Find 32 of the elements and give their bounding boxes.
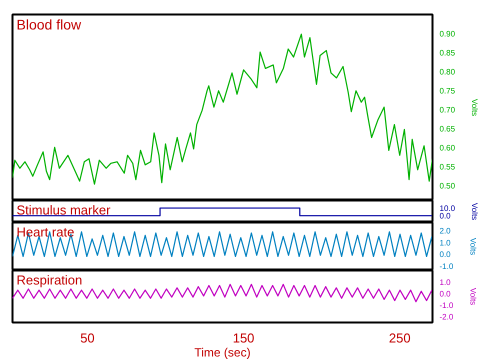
y-tick-label: 0.85	[440, 48, 456, 58]
x-tick-label: 250	[388, 330, 411, 346]
y-tick-label: 0.70	[440, 105, 456, 114]
y-tick-label: 0.55	[440, 162, 456, 172]
y-tick-label: 0.80	[440, 67, 456, 76]
y-tick-label: 0.65	[440, 124, 456, 134]
y-tick-label: 2.0	[440, 226, 452, 236]
chart-title: Stimulus marker	[16, 202, 112, 218]
y-tick-label: -1.0	[440, 301, 454, 310]
y-tick-label: -2.0	[440, 312, 454, 322]
y-tick-label: -1.0	[440, 262, 454, 271]
y-tick-label: 0.0	[440, 290, 452, 299]
chart-title: Respiration	[16, 272, 82, 288]
x-axis-title: Time (sec)	[194, 346, 251, 360]
y-tick-label: 0.60	[440, 143, 456, 152]
y-tick-label: 0.90	[440, 29, 456, 38]
y-tick-label: 0.0	[440, 212, 452, 221]
y-tick-label: 0.75	[440, 86, 456, 96]
y-tick-label: 10.0	[440, 204, 456, 214]
y-tick-label: 0.0	[440, 250, 452, 260]
line-series	[12, 34, 432, 185]
chart-title: Blood flow	[16, 16, 82, 32]
x-tick-label: 150	[232, 330, 254, 346]
chart-title: Heart rate	[16, 224, 74, 240]
y-tick-label: 0.50	[440, 181, 456, 190]
y-axis-title: Volts	[468, 288, 478, 306]
x-tick-label: 50	[80, 330, 95, 346]
y-axis-title: Volts	[470, 98, 480, 116]
y-axis-title: Volts	[470, 202, 480, 220]
y-tick-label: 1.0	[440, 238, 452, 248]
y-axis-title: Volts	[468, 238, 478, 256]
y-tick-label: 1.0	[440, 278, 452, 288]
